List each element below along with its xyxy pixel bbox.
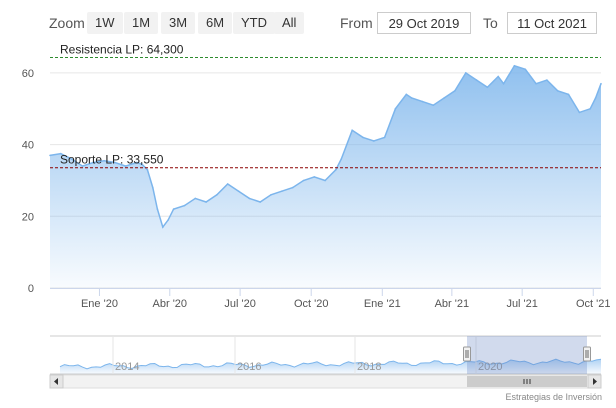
price-point <box>373 140 375 142</box>
price-point <box>216 194 218 196</box>
price-point <box>291 186 294 189</box>
price-point <box>146 168 149 171</box>
zoom-6m-button[interactable]: 6M <box>198 12 233 34</box>
range-selector-toolbar: Zoom 1W 1M 3M 6M YTD All From 29 Oct 201… <box>0 0 616 46</box>
price-point <box>513 65 516 67</box>
price-point <box>556 90 559 92</box>
ref-line-label: Soporte LP: 33,550 <box>60 153 164 167</box>
price-point <box>281 190 283 192</box>
price-point <box>394 108 397 110</box>
x-tick-label: Oct '20 <box>294 298 329 310</box>
price-point <box>362 136 364 139</box>
price-point <box>124 165 127 167</box>
price-point <box>589 108 591 110</box>
price-point <box>70 158 73 160</box>
price-point <box>114 161 116 164</box>
price-point <box>313 176 316 178</box>
price-point <box>567 93 570 96</box>
price-point <box>594 97 597 99</box>
price-point <box>405 93 408 96</box>
navigator-year-label: 2020 <box>478 361 502 373</box>
price-point <box>92 161 95 164</box>
scroll-right-arrow-icon <box>593 378 597 385</box>
price-point <box>162 226 164 228</box>
price-point <box>486 86 489 89</box>
y-tick-label: 0 <box>28 283 34 295</box>
x-tick-label: Abr '21 <box>435 298 470 310</box>
price-point <box>237 190 240 192</box>
price-point <box>383 136 386 139</box>
price-point <box>183 204 186 207</box>
navigator-selection-mask[interactable] <box>467 336 587 374</box>
price-point <box>156 208 159 210</box>
zoom-ytd-button[interactable]: YTD <box>233 12 275 34</box>
price-point <box>465 72 467 74</box>
price-point <box>502 82 505 85</box>
price-point <box>524 68 527 71</box>
price-point <box>335 168 337 171</box>
price-point <box>302 179 305 182</box>
x-tick-label: Oct '21 <box>576 298 611 310</box>
y-tick-label: 20 <box>22 211 34 223</box>
y-tick-label: 40 <box>22 140 34 152</box>
from-label: From <box>340 15 373 31</box>
zoom-3m-button[interactable]: 3M <box>161 12 196 34</box>
price-point <box>135 161 138 164</box>
x-tick-label: Ene '21 <box>364 298 401 310</box>
price-point <box>454 90 456 92</box>
price-point <box>141 163 143 166</box>
price-point <box>340 158 343 160</box>
price-point <box>421 100 424 103</box>
y-tick-label: 60 <box>22 68 34 80</box>
navigator-year-label: 2016 <box>237 361 261 373</box>
navigator-line <box>59 358 602 370</box>
price-point <box>81 165 84 167</box>
price-area-fill <box>50 65 601 288</box>
price-point <box>546 79 548 81</box>
price-point <box>324 179 326 182</box>
price-point <box>226 183 229 185</box>
to-date-input[interactable]: 11 Oct 2021 <box>507 12 597 34</box>
navigator-left-handle[interactable] <box>463 346 471 362</box>
price-point <box>578 111 581 114</box>
price-point <box>103 159 105 162</box>
zoom-all-button[interactable]: All <box>274 12 305 34</box>
price-point <box>205 201 207 203</box>
navigator-area <box>60 359 601 374</box>
x-tick-label: Abr '20 <box>153 298 188 310</box>
price-point <box>167 219 169 221</box>
credit-text[interactable]: Estrategias de Inversión <box>505 392 602 402</box>
price-point <box>432 104 435 106</box>
price-point <box>475 79 478 81</box>
price-point <box>194 197 197 200</box>
price-line <box>49 64 602 229</box>
price-point <box>49 154 51 157</box>
zoom-1w-button[interactable]: 1W <box>87 12 123 34</box>
x-tick-label: Jul '20 <box>224 298 255 310</box>
price-point <box>443 97 445 99</box>
x-tick-label: Ene '20 <box>81 298 118 310</box>
to-label: To <box>483 15 498 31</box>
navigator-year-label: 2014 <box>115 361 139 373</box>
price-point <box>497 75 500 78</box>
navigator-right-handle[interactable] <box>583 346 591 362</box>
zoom-label: Zoom <box>49 15 85 31</box>
zoom-1m-button[interactable]: 1M <box>124 12 159 34</box>
price-point <box>270 194 272 196</box>
price-point <box>60 152 62 155</box>
price-point <box>152 186 154 189</box>
x-tick-label: Jul '21 <box>506 298 537 310</box>
scroll-left-arrow-icon <box>54 378 58 385</box>
ref-line-label: Resistencia LP: 64,300 <box>60 43 184 57</box>
price-point <box>172 208 175 210</box>
price-point <box>535 82 537 85</box>
price-point <box>351 129 354 132</box>
price-point <box>259 201 262 203</box>
from-date-input[interactable]: 29 Oct 2019 <box>377 12 471 34</box>
price-point <box>248 197 251 200</box>
navigator-year-label: 2018 <box>357 361 381 373</box>
price-point <box>410 97 413 99</box>
price-point <box>600 82 602 85</box>
